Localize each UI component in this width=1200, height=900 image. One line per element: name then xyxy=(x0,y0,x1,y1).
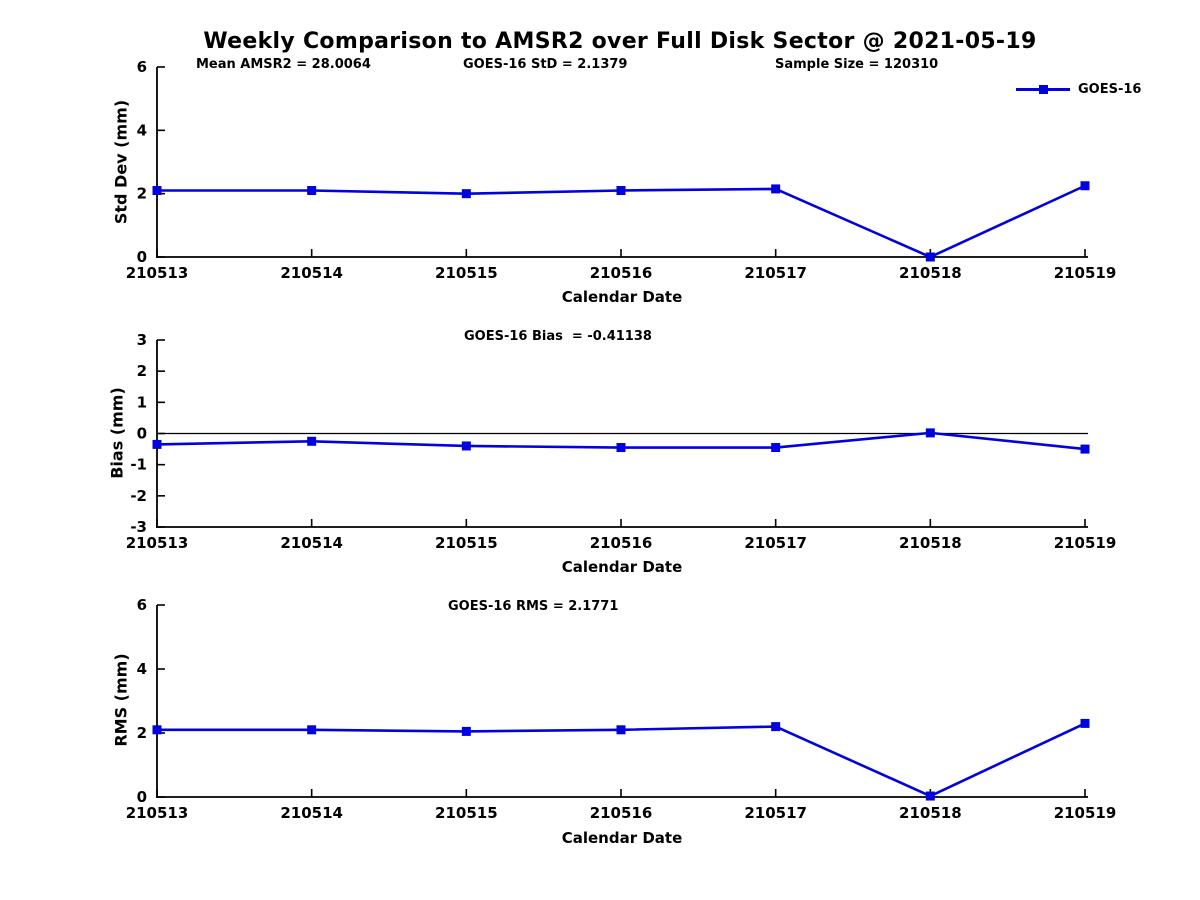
y-tick-label: 6 xyxy=(137,58,147,76)
x-tick-label: 210513 xyxy=(126,264,189,282)
y-tick-label: -2 xyxy=(130,487,147,505)
x-tick-label: 210517 xyxy=(744,804,807,822)
data-marker xyxy=(616,725,626,735)
data-marker xyxy=(461,189,471,199)
x-tick-label: 210513 xyxy=(126,804,189,822)
annotation-goes16-std: GOES-16 StD = 2.1379 xyxy=(463,57,628,72)
x-tick-label: 210518 xyxy=(899,264,962,282)
x-axis-label-top: Calendar Date xyxy=(561,288,683,306)
x-tick-label: 210517 xyxy=(744,264,807,282)
y-tick-label: -1 xyxy=(130,456,147,474)
data-marker xyxy=(461,441,471,451)
y-axis-label-bias: Bias (mm) xyxy=(107,387,127,479)
y-tick-label: -3 xyxy=(130,518,147,536)
y-tick-label: 3 xyxy=(137,331,147,349)
y-tick-label: 2 xyxy=(137,724,147,742)
data-line-goes-16 xyxy=(157,184,1086,259)
x-tick-label: 210514 xyxy=(280,264,343,282)
annotation-goes16-bias: GOES-16 Bias = -0.41138 xyxy=(464,329,652,344)
legend-line-marker-icon xyxy=(1016,85,1070,94)
data-marker xyxy=(1080,718,1090,728)
y-tick-label: 6 xyxy=(137,596,147,614)
data-marker xyxy=(1080,181,1090,191)
x-tick-label: 210517 xyxy=(744,534,807,552)
data-marker xyxy=(152,439,162,449)
x-tick-label: 210513 xyxy=(126,534,189,552)
y-axis-label-rms: RMS (mm) xyxy=(111,653,131,747)
data-marker xyxy=(771,722,781,732)
legend-square-marker-icon xyxy=(1039,85,1048,94)
x-axis-label-bottom: Calendar Date xyxy=(561,829,683,847)
data-marker xyxy=(616,186,626,195)
data-marker xyxy=(925,428,935,438)
data-marker xyxy=(925,252,935,262)
y-tick-label: 2 xyxy=(137,362,147,380)
legend: GOES-16 xyxy=(1016,82,1141,97)
annotation-sample-size: Sample Size = 120310 xyxy=(775,57,939,72)
legend-label: GOES-16 xyxy=(1078,82,1142,97)
annotation-mean-amsr2: Mean AMSR2 = 28.0064 xyxy=(196,57,371,72)
y-axis-label-stddev: Std Dev (mm) xyxy=(111,99,131,225)
data-marker xyxy=(616,443,626,453)
data-marker xyxy=(461,726,471,736)
data-marker xyxy=(152,725,162,735)
x-tick-label: 210516 xyxy=(590,804,653,822)
data-marker xyxy=(307,725,317,735)
x-tick-label: 210519 xyxy=(1054,534,1117,552)
data-marker xyxy=(771,443,781,453)
x-tick-label: 210516 xyxy=(590,264,653,282)
x-axis-label-middle: Calendar Date xyxy=(561,558,683,576)
y-tick-label: 4 xyxy=(137,660,147,678)
x-tick-label: 210515 xyxy=(435,264,498,282)
y-tick-label: 2 xyxy=(137,185,147,203)
x-tick-label: 210514 xyxy=(280,534,343,552)
data-marker xyxy=(771,184,781,194)
y-tick-label: 4 xyxy=(137,121,147,139)
figure-title: Weekly Comparison to AMSR2 over Full Dis… xyxy=(203,29,1037,54)
data-marker xyxy=(152,186,162,195)
x-tick-label: 210518 xyxy=(899,534,962,552)
y-tick-label: 0 xyxy=(137,248,147,266)
y-tick-label: 0 xyxy=(137,788,147,806)
y-tick-label: 0 xyxy=(137,425,147,443)
data-marker xyxy=(925,791,935,801)
data-marker xyxy=(307,436,317,446)
x-tick-label: 210516 xyxy=(590,534,653,552)
x-tick-label: 210518 xyxy=(899,804,962,822)
data-marker xyxy=(1080,444,1090,454)
annotation-goes16-rms: GOES-16 RMS = 2.1771 xyxy=(448,599,619,614)
y-tick-label: 1 xyxy=(137,393,147,411)
data-marker xyxy=(307,186,317,195)
x-tick-label: 210515 xyxy=(435,534,498,552)
subplot-rms: 0 2 4 6 210513 210514 210515 210516 210517 210518… xyxy=(126,596,1117,822)
x-tick-label: 210519 xyxy=(1054,264,1117,282)
x-tick-label: 210519 xyxy=(1054,804,1117,822)
x-tick-label: 210515 xyxy=(435,804,498,822)
subplot-stddev: 0 2 4 6 210513 210514 210515 210516 210517 210518… xyxy=(126,58,1117,282)
x-tick-label: 210514 xyxy=(280,804,343,822)
